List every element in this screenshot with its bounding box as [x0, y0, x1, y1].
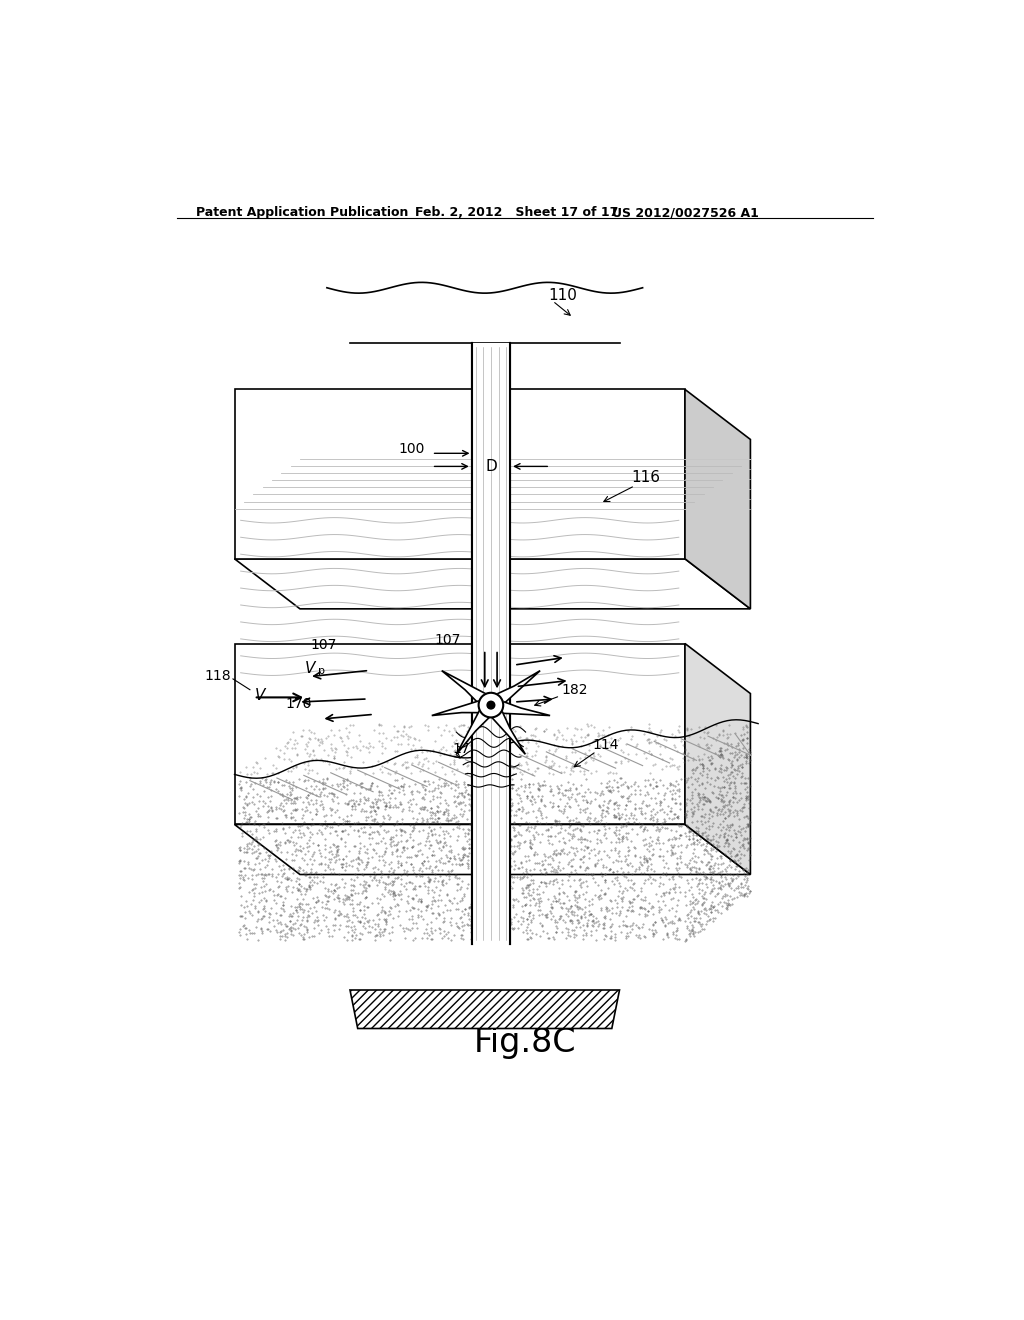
Polygon shape — [441, 671, 496, 711]
Polygon shape — [234, 825, 751, 875]
Text: 107: 107 — [435, 632, 461, 647]
Text: 114: 114 — [593, 738, 620, 752]
Bar — [472, 343, 510, 944]
Text: 107: 107 — [310, 638, 337, 652]
Text: 118: 118 — [204, 669, 230, 682]
Polygon shape — [489, 697, 550, 715]
Text: D: D — [485, 459, 497, 474]
Text: Feb. 2, 2012   Sheet 17 of 17: Feb. 2, 2012 Sheet 17 of 17 — [416, 206, 618, 219]
Polygon shape — [484, 701, 525, 754]
Text: 171: 171 — [453, 742, 479, 756]
Text: p: p — [483, 631, 490, 642]
Polygon shape — [350, 990, 620, 1028]
Text: 100: 100 — [398, 442, 425, 457]
Polygon shape — [685, 389, 751, 609]
Circle shape — [487, 701, 495, 709]
Text: 170: 170 — [285, 697, 311, 710]
Text: p: p — [318, 667, 326, 676]
Polygon shape — [457, 701, 498, 754]
Text: V: V — [305, 660, 315, 676]
Polygon shape — [234, 389, 685, 558]
Bar — [472, 343, 510, 944]
Text: Patent Application Publication: Patent Application Publication — [196, 206, 409, 219]
Text: 110: 110 — [548, 288, 577, 304]
Text: 182: 182 — [562, 682, 588, 697]
Polygon shape — [234, 558, 751, 609]
Text: US 2012/0027526 A1: US 2012/0027526 A1 — [611, 206, 759, 219]
Text: V: V — [255, 688, 265, 704]
Polygon shape — [432, 697, 493, 715]
Polygon shape — [486, 671, 540, 711]
Circle shape — [478, 693, 503, 718]
Polygon shape — [234, 644, 685, 825]
Text: V: V — [470, 626, 480, 642]
Text: Fig.8C: Fig.8C — [473, 1026, 577, 1059]
Text: 116: 116 — [631, 470, 660, 486]
Polygon shape — [685, 644, 751, 875]
